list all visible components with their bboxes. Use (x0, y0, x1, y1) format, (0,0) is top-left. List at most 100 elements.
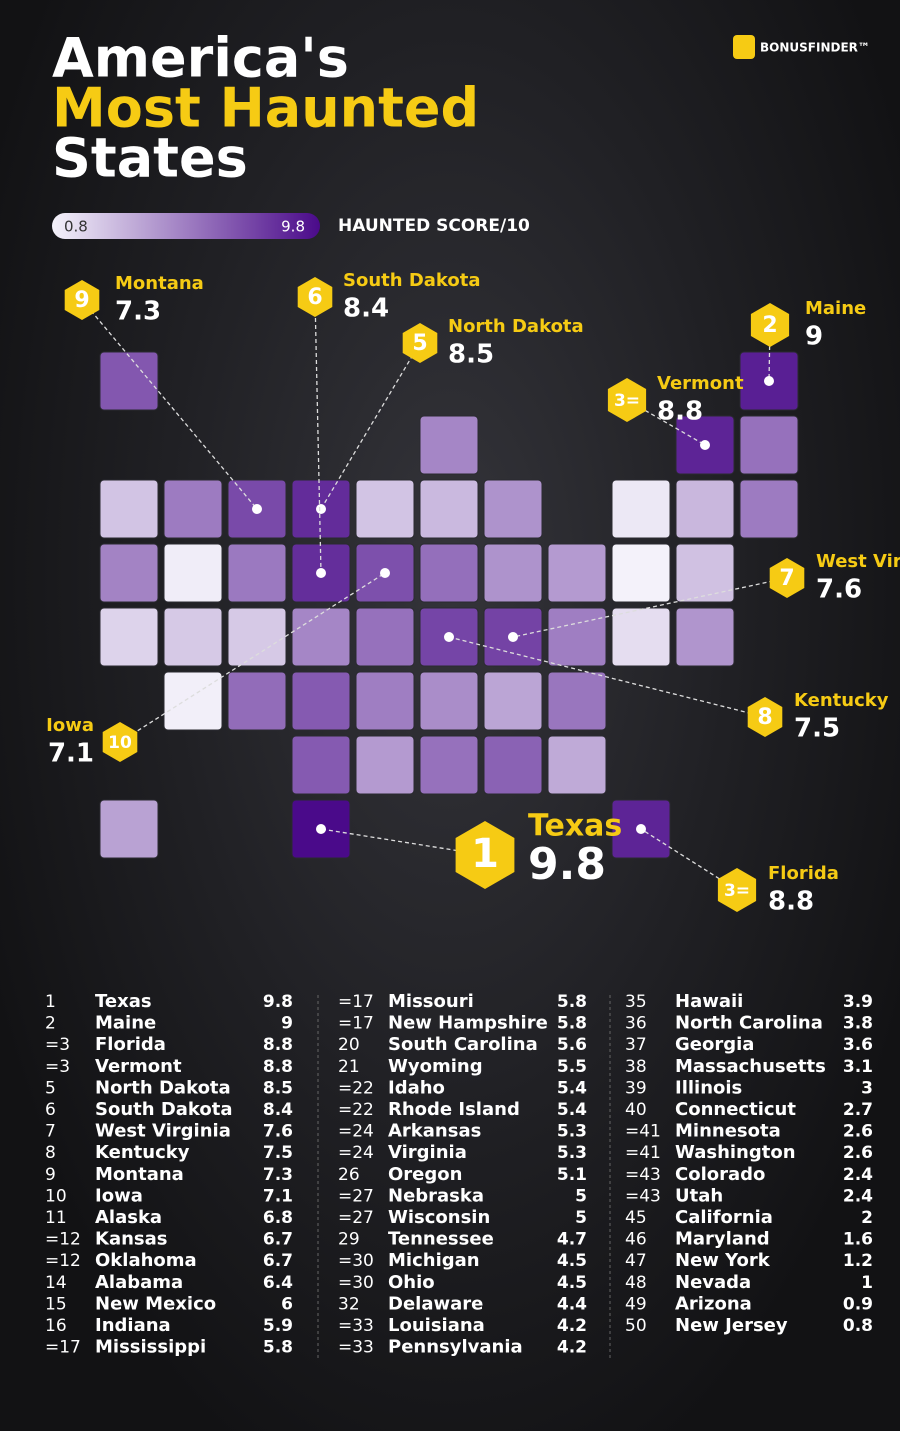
state-tile (99, 799, 159, 859)
score-cell: 1.2 (843, 1251, 873, 1271)
score-cell: 0.9 (843, 1294, 873, 1314)
rank: 2 (762, 313, 777, 338)
score-cell: 7.3 (263, 1165, 293, 1185)
state-cell: Michigan (388, 1250, 480, 1271)
rank-badge (607, 378, 647, 422)
state-tile (163, 671, 223, 731)
rank-badge (747, 697, 783, 737)
score: 8.8 (657, 397, 703, 427)
state-cell: Washington (675, 1142, 796, 1163)
state-cell: Georgia (675, 1034, 754, 1055)
rank-badge (64, 280, 100, 320)
state-tile (163, 607, 223, 667)
state-cell: Montana (95, 1164, 184, 1185)
score-cell: 3.8 (843, 1014, 873, 1034)
rank-cell: 9 (45, 1165, 56, 1185)
score-cell: 1.6 (843, 1230, 873, 1250)
state-tile (739, 415, 799, 475)
rank-cell: =41 (625, 1122, 661, 1142)
state-name: Montana (115, 273, 204, 294)
state-cell: Vermont (95, 1056, 182, 1077)
rank-cell: 50 (625, 1316, 647, 1336)
rank-cell: =43 (625, 1186, 661, 1206)
state-tile (291, 607, 351, 667)
rank-cell: 21 (338, 1057, 360, 1077)
legend-min: 0.8 (64, 218, 88, 236)
score: 7.1 (48, 739, 94, 769)
rank-cell: 37 (625, 1035, 647, 1055)
rank: 9 (74, 288, 89, 313)
score-cell: 4.2 (557, 1338, 587, 1358)
rank-cell: 1 (45, 992, 56, 1012)
state-cell: Alabama (95, 1272, 183, 1293)
score-cell: 5.8 (557, 992, 587, 1012)
state-cell: Arkansas (388, 1121, 481, 1142)
score-cell: 5.9 (263, 1316, 293, 1336)
brand-icon (733, 35, 755, 59)
score-cell: 7.5 (263, 1143, 293, 1163)
rank-cell: =17 (338, 1014, 374, 1034)
state-name: Iowa (46, 715, 94, 736)
rank-badge (102, 722, 138, 762)
rank-cell: =3 (45, 1057, 70, 1077)
map (99, 351, 799, 859)
state-tile (611, 479, 671, 539)
state-tile (675, 607, 735, 667)
state-tile (675, 543, 735, 603)
rank-cell: 49 (625, 1294, 647, 1314)
state-name: Vermont (657, 373, 744, 394)
score-cell: 8.4 (263, 1100, 293, 1120)
rank-cell: =22 (338, 1078, 374, 1098)
state-name: North Dakota (448, 316, 584, 337)
state-name: South Dakota (343, 270, 481, 291)
rank-cell: 8 (45, 1143, 56, 1163)
state-dot (316, 504, 326, 514)
state-cell: North Dakota (95, 1077, 231, 1098)
state-dot (316, 568, 326, 578)
state-tile (291, 671, 351, 731)
state-cell: Tennessee (388, 1229, 494, 1250)
state-tile (419, 543, 479, 603)
state-tile (163, 543, 223, 603)
score-cell: 6.7 (263, 1251, 293, 1271)
state-dot (636, 824, 646, 834)
state-tile (419, 735, 479, 795)
title-line: Most Haunted (52, 77, 479, 140)
rank-cell: 2 (45, 1014, 56, 1034)
score-cell: 5.8 (557, 1014, 587, 1034)
score: 7.3 (115, 297, 161, 327)
state-cell: Kentucky (95, 1142, 190, 1163)
state-cell: Colorado (675, 1164, 765, 1185)
rank: 1 (471, 831, 499, 877)
state-name: Texas (528, 809, 622, 844)
state-dot (508, 632, 518, 642)
state-dot (380, 568, 390, 578)
rank-badge (455, 821, 515, 889)
state-cell: Oregon (388, 1164, 462, 1185)
state-cell: Connecticut (675, 1099, 796, 1120)
state-tile (99, 607, 159, 667)
rank-cell: =12 (45, 1251, 81, 1271)
state-cell: Idaho (388, 1077, 445, 1098)
state-tile (483, 543, 543, 603)
score: 8.8 (768, 887, 814, 917)
rank-cell: 46 (625, 1230, 647, 1250)
score-cell: 8.8 (263, 1035, 293, 1055)
state-cell: Texas (95, 991, 152, 1012)
state-tile (611, 607, 671, 667)
state-cell: Hawaii (675, 991, 743, 1012)
rank: 6 (307, 285, 322, 310)
score-cell: 2.7 (843, 1100, 873, 1120)
rank-cell: =24 (338, 1143, 374, 1163)
score-cell: 5.4 (557, 1078, 587, 1098)
state-cell: New Mexico (95, 1293, 216, 1314)
score-cell: 7.1 (263, 1186, 293, 1206)
rank-cell: =27 (338, 1186, 374, 1206)
score-cell: 5.5 (557, 1057, 587, 1077)
rank-cell: 14 (45, 1273, 67, 1293)
score-cell: 6 (281, 1294, 293, 1314)
rank: 8 (757, 705, 772, 730)
rank-cell: 10 (45, 1186, 67, 1206)
state-tile (547, 735, 607, 795)
